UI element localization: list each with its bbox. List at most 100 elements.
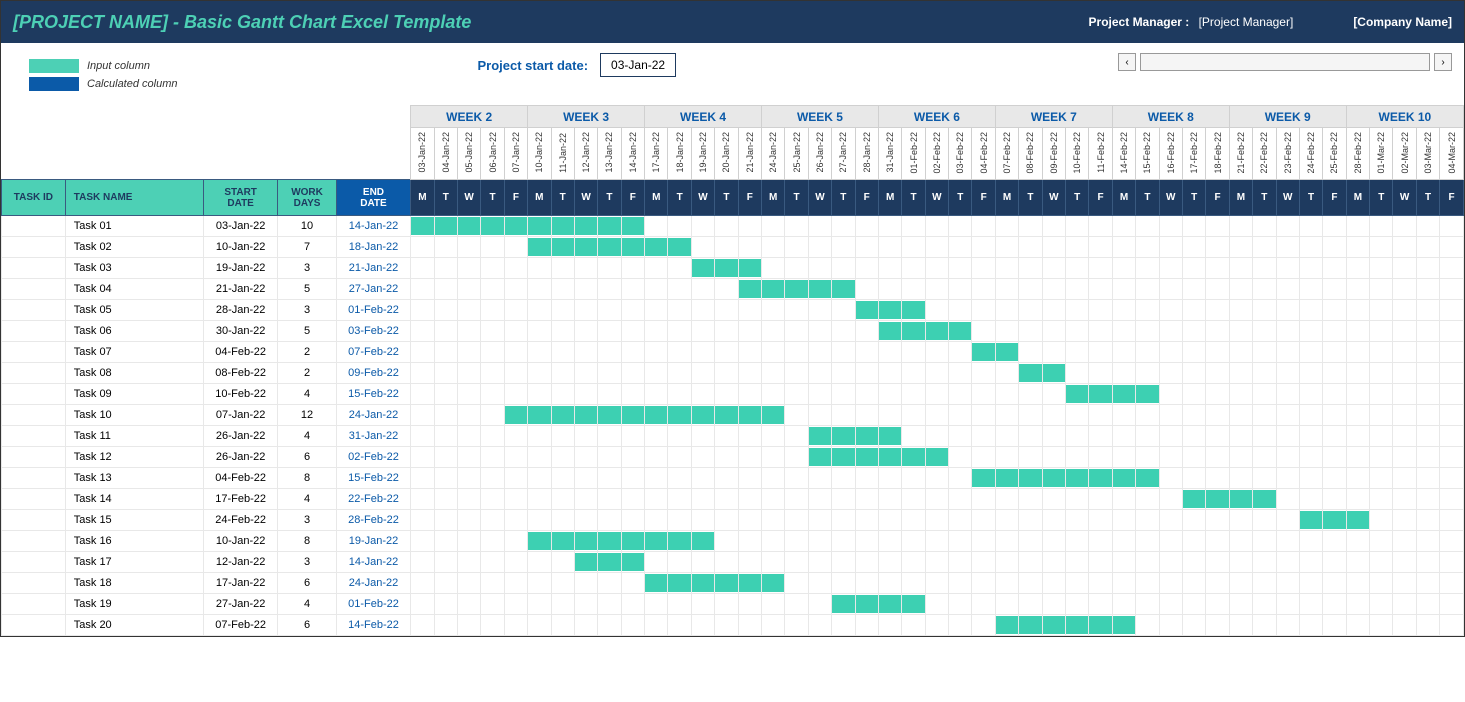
task-days-cell[interactable]: 6 [278,447,336,468]
task-name-cell[interactable]: Task 02 [65,237,203,258]
task-start-cell[interactable]: 07-Jan-22 [203,405,277,426]
task-row[interactable]: Task 0808-Feb-22209-Feb-22 [2,363,1464,384]
task-start-cell[interactable]: 19-Jan-22 [203,258,277,279]
task-row[interactable]: Task 2007-Feb-22614-Feb-22 [2,615,1464,636]
task-id-cell[interactable] [2,531,66,552]
task-name-cell[interactable]: Task 04 [65,279,203,300]
task-start-cell[interactable]: 08-Feb-22 [203,363,277,384]
task-start-cell[interactable]: 26-Jan-22 [203,426,277,447]
task-id-cell[interactable] [2,552,66,573]
task-start-cell[interactable]: 07-Feb-22 [203,615,277,636]
task-name-cell[interactable]: Task 15 [65,510,203,531]
task-start-cell[interactable]: 10-Feb-22 [203,384,277,405]
task-days-cell[interactable]: 8 [278,468,336,489]
task-days-cell[interactable]: 4 [278,489,336,510]
task-name-cell[interactable]: Task 20 [65,615,203,636]
task-row[interactable]: Task 0704-Feb-22207-Feb-22 [2,342,1464,363]
task-row[interactable]: Task 1126-Jan-22431-Jan-22 [2,426,1464,447]
task-row[interactable]: Task 1524-Feb-22328-Feb-22 [2,510,1464,531]
task-name-cell[interactable]: Task 12 [65,447,203,468]
task-id-cell[interactable] [2,363,66,384]
task-row[interactable]: Task 1817-Jan-22624-Jan-22 [2,573,1464,594]
task-name-cell[interactable]: Task 11 [65,426,203,447]
task-start-cell[interactable]: 04-Feb-22 [203,342,277,363]
task-id-cell[interactable] [2,279,66,300]
task-days-cell[interactable]: 3 [278,510,336,531]
task-id-cell[interactable] [2,510,66,531]
task-row[interactable]: Task 0210-Jan-22718-Jan-22 [2,237,1464,258]
task-name-cell[interactable]: Task 16 [65,531,203,552]
task-name-cell[interactable]: Task 08 [65,363,203,384]
task-id-cell[interactable] [2,594,66,615]
task-start-cell[interactable]: 17-Jan-22 [203,573,277,594]
task-start-cell[interactable]: 30-Jan-22 [203,321,277,342]
task-id-cell[interactable] [2,258,66,279]
task-days-cell[interactable]: 4 [278,384,336,405]
start-date-input[interactable]: 03-Jan-22 [600,53,676,77]
task-id-cell[interactable] [2,384,66,405]
task-name-cell[interactable]: Task 06 [65,321,203,342]
task-days-cell[interactable]: 4 [278,594,336,615]
task-days-cell[interactable]: 4 [278,426,336,447]
task-row[interactable]: Task 0103-Jan-221014-Jan-22 [2,216,1464,237]
task-start-cell[interactable]: 26-Jan-22 [203,447,277,468]
task-start-cell[interactable]: 27-Jan-22 [203,594,277,615]
task-name-cell[interactable]: Task 18 [65,573,203,594]
task-start-cell[interactable]: 21-Jan-22 [203,279,277,300]
task-name-cell[interactable]: Task 17 [65,552,203,573]
task-name-cell[interactable]: Task 05 [65,300,203,321]
task-start-cell[interactable]: 12-Jan-22 [203,552,277,573]
task-id-cell[interactable] [2,573,66,594]
task-id-cell[interactable] [2,237,66,258]
task-days-cell[interactable]: 10 [278,216,336,237]
task-start-cell[interactable]: 28-Jan-22 [203,300,277,321]
task-name-cell[interactable]: Task 03 [65,258,203,279]
task-row[interactable]: Task 1610-Jan-22819-Jan-22 [2,531,1464,552]
task-id-cell[interactable] [2,489,66,510]
task-name-cell[interactable]: Task 01 [65,216,203,237]
scroll-track[interactable] [1140,53,1430,71]
task-days-cell[interactable]: 5 [278,321,336,342]
task-days-cell[interactable]: 6 [278,573,336,594]
task-name-cell[interactable]: Task 10 [65,405,203,426]
task-start-cell[interactable]: 17-Feb-22 [203,489,277,510]
task-row[interactable]: Task 1304-Feb-22815-Feb-22 [2,468,1464,489]
task-id-cell[interactable] [2,300,66,321]
task-days-cell[interactable]: 3 [278,258,336,279]
task-start-cell[interactable]: 10-Jan-22 [203,531,277,552]
task-id-cell[interactable] [2,468,66,489]
task-name-cell[interactable]: Task 14 [65,489,203,510]
task-id-cell[interactable] [2,342,66,363]
task-row[interactable]: Task 0421-Jan-22527-Jan-22 [2,279,1464,300]
task-start-cell[interactable]: 03-Jan-22 [203,216,277,237]
task-days-cell[interactable]: 2 [278,342,336,363]
task-days-cell[interactable]: 3 [278,300,336,321]
task-row[interactable]: Task 0319-Jan-22321-Jan-22 [2,258,1464,279]
task-days-cell[interactable]: 12 [278,405,336,426]
task-id-cell[interactable] [2,405,66,426]
task-row[interactable]: Task 0528-Jan-22301-Feb-22 [2,300,1464,321]
scroll-right-button[interactable]: › [1434,53,1452,71]
task-days-cell[interactable]: 8 [278,531,336,552]
task-id-cell[interactable] [2,216,66,237]
task-row[interactable]: Task 0630-Jan-22503-Feb-22 [2,321,1464,342]
task-id-cell[interactable] [2,447,66,468]
task-days-cell[interactable]: 3 [278,552,336,573]
task-id-cell[interactable] [2,615,66,636]
task-start-cell[interactable]: 10-Jan-22 [203,237,277,258]
task-row[interactable]: Task 1927-Jan-22401-Feb-22 [2,594,1464,615]
task-id-cell[interactable] [2,426,66,447]
task-start-cell[interactable]: 04-Feb-22 [203,468,277,489]
task-name-cell[interactable]: Task 19 [65,594,203,615]
task-days-cell[interactable]: 5 [278,279,336,300]
task-row[interactable]: Task 1712-Jan-22314-Jan-22 [2,552,1464,573]
task-row[interactable]: Task 1007-Jan-221224-Jan-22 [2,405,1464,426]
task-days-cell[interactable]: 7 [278,237,336,258]
scroll-left-button[interactable]: ‹ [1118,53,1136,71]
task-row[interactable]: Task 1417-Feb-22422-Feb-22 [2,489,1464,510]
task-id-cell[interactable] [2,321,66,342]
task-name-cell[interactable]: Task 07 [65,342,203,363]
task-name-cell[interactable]: Task 09 [65,384,203,405]
task-name-cell[interactable]: Task 13 [65,468,203,489]
task-row[interactable]: Task 1226-Jan-22602-Feb-22 [2,447,1464,468]
